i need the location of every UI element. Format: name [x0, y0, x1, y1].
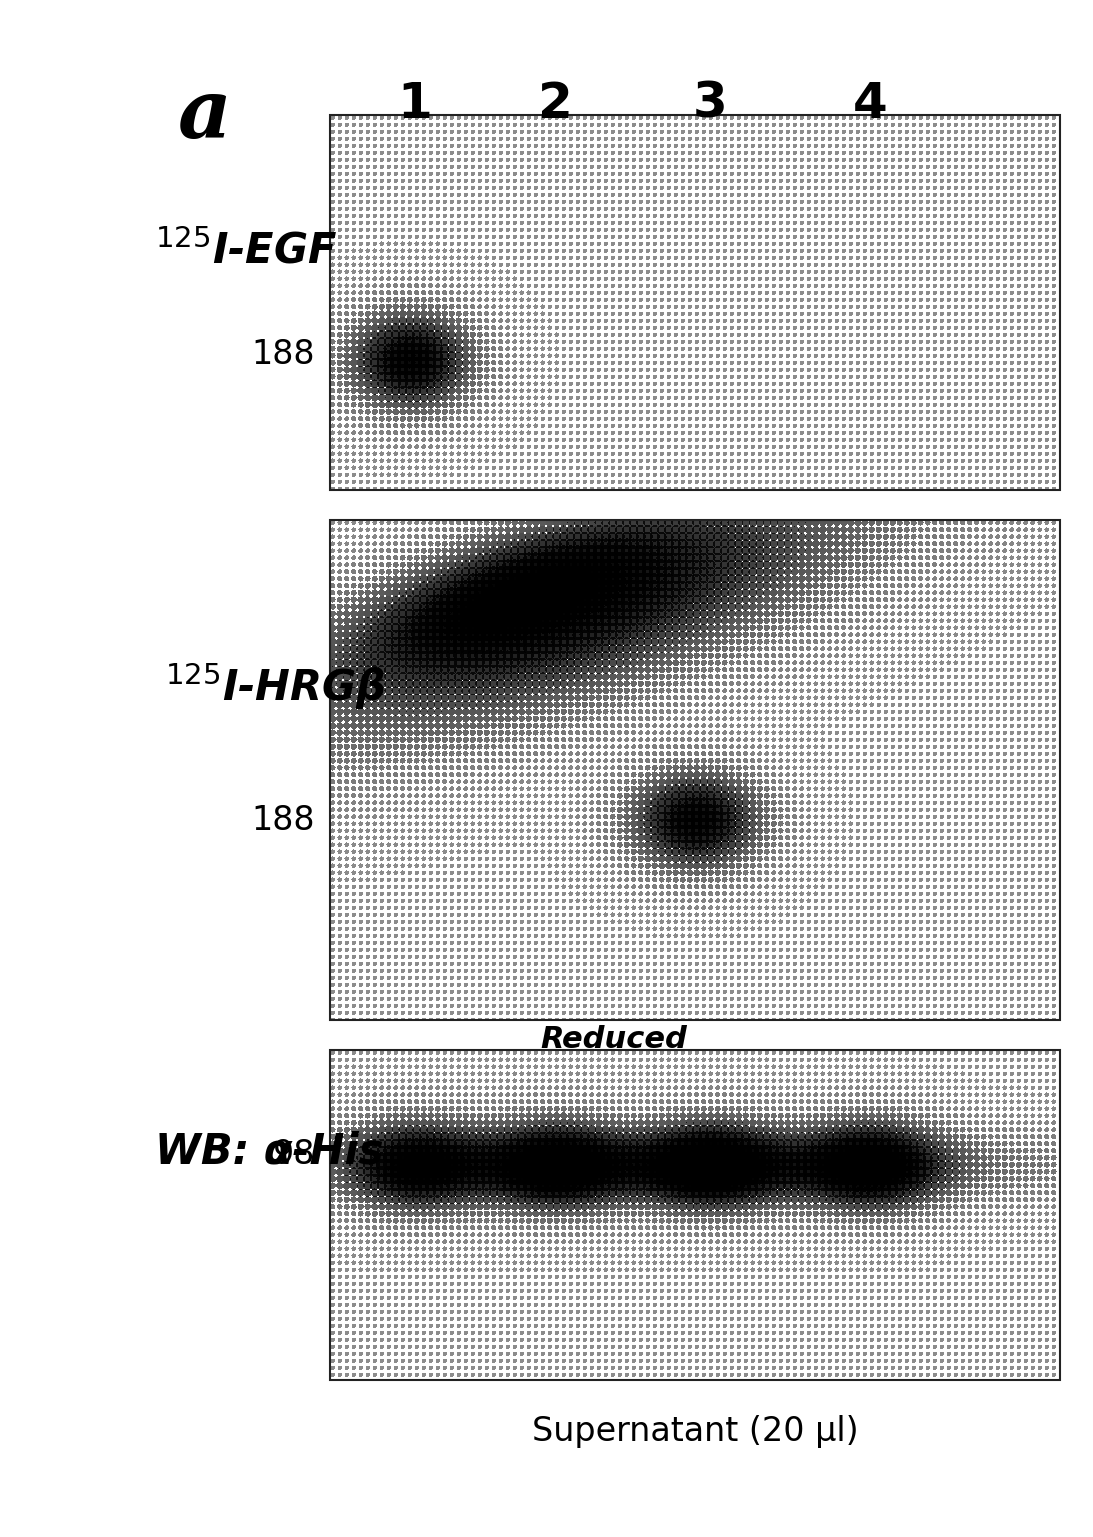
Bar: [330, 1050, 1060, 1380]
Bar: [330, 115, 1060, 490]
Text: WB: α-His: WB: α-His: [155, 1130, 384, 1173]
Text: Reduced: Reduced: [540, 1025, 686, 1054]
Text: 188: 188: [251, 804, 315, 836]
Bar: [330, 520, 1060, 1021]
Text: $^{125}$I-EGF: $^{125}$I-EGF: [155, 231, 338, 272]
Text: $^{125}$I-HRGβ: $^{125}$I-HRGβ: [165, 659, 386, 712]
Text: 188: 188: [251, 338, 315, 372]
Text: a: a: [178, 75, 232, 155]
Text: 3: 3: [693, 80, 727, 128]
Text: 1: 1: [398, 80, 433, 128]
Text: Supernatant (20 μl): Supernatant (20 μl): [531, 1416, 858, 1448]
Text: 4: 4: [853, 80, 888, 128]
Text: 2: 2: [538, 80, 573, 128]
Text: 98: 98: [272, 1139, 315, 1171]
